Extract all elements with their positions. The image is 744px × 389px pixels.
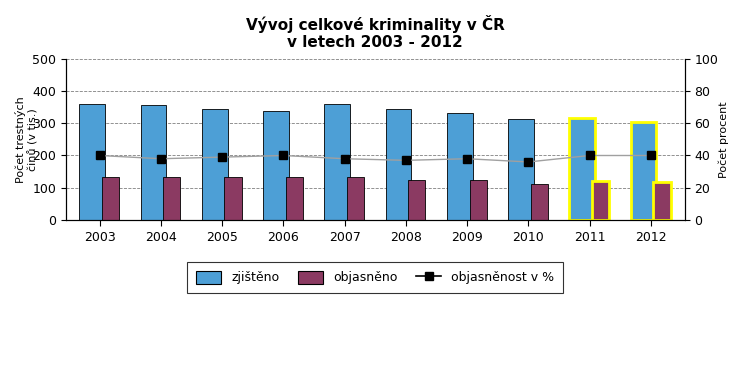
Bar	[202, 109, 228, 220]
Bar	[569, 118, 595, 220]
Bar	[408, 180, 426, 220]
Bar	[80, 104, 105, 220]
Bar	[286, 177, 303, 220]
Bar	[530, 184, 548, 220]
Bar	[592, 181, 609, 220]
Bar	[102, 177, 119, 220]
Bar	[225, 177, 242, 220]
Bar	[347, 177, 364, 220]
Bar	[163, 177, 180, 220]
Bar	[324, 104, 350, 220]
Y-axis label: Počet trestných
činů (v tis.): Počet trestných činů (v tis.)	[15, 96, 38, 183]
Bar	[385, 109, 411, 220]
Y-axis label: Počet procent: Počet procent	[719, 101, 729, 178]
Bar	[141, 105, 167, 220]
Bar	[631, 122, 656, 220]
Bar	[469, 180, 487, 220]
Bar	[263, 111, 289, 220]
Title: Vývoj celkové kriminality v ČR
v letech 2003 - 2012: Vývoj celkové kriminality v ČR v letech …	[246, 15, 504, 51]
Bar	[508, 119, 534, 220]
Bar	[653, 182, 670, 220]
Legend: zjištěno, objasněno, objasněnost v %: zjištěno, objasněno, objasněnost v %	[187, 262, 563, 293]
Bar	[447, 113, 472, 220]
